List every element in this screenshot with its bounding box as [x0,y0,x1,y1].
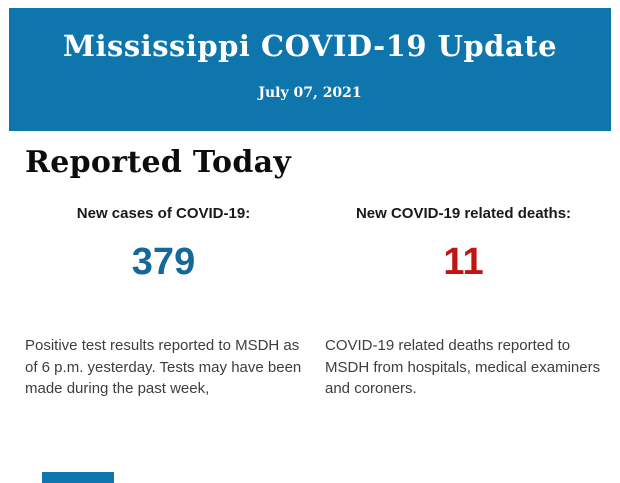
partial-next-section-banner [42,472,114,483]
new-deaths-value: 11 [443,241,484,283]
new-deaths-label: New COVID-19 related deaths: [355,205,572,222]
stats-row: New cases of COVID-19: 379 Positive test… [25,205,602,400]
header-banner: Mississippi COVID-19 Update July 07, 202… [9,8,611,131]
new-deaths-card: New COVID-19 related deaths: 11 COVID-19… [325,205,602,400]
new-cases-label: New cases of COVID-19: [76,205,251,222]
new-cases-card: New cases of COVID-19: 379 Positive test… [25,205,302,400]
new-deaths-description: COVID-19 related deaths reported to MSDH… [325,337,601,397]
section-heading: Reported Today [25,145,292,180]
page-title: Mississippi COVID-19 Update [62,29,558,63]
new-cases-value: 379 [131,241,196,283]
report-date: July 07, 2021 [258,85,362,101]
new-cases-description: Positive test results reported to MSDH a… [25,337,302,397]
